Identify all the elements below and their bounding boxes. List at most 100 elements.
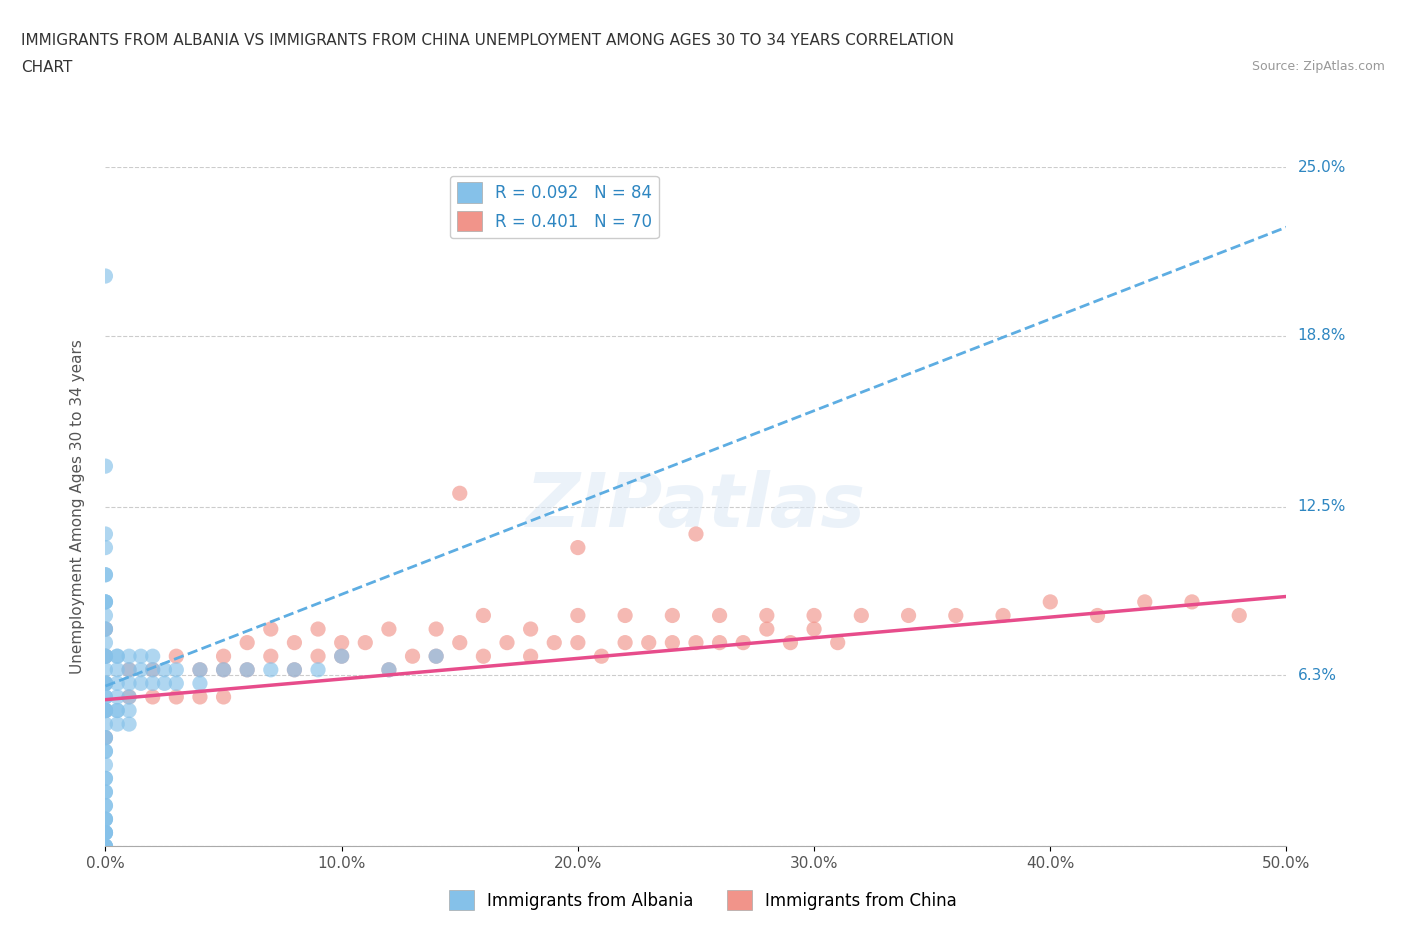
Point [991, 608, 1014, 623]
Point [307, 621, 329, 636]
Point [188, 662, 211, 677]
Point [260, 621, 283, 636]
Point [519, 649, 541, 664]
Point [401, 649, 423, 664]
Point [94, 825, 117, 840]
Point [118, 689, 141, 704]
Point [188, 662, 211, 677]
Point [661, 608, 683, 623]
Point [449, 635, 471, 650]
Point [165, 676, 187, 691]
Point [378, 662, 401, 677]
Point [685, 526, 707, 541]
Point [614, 608, 637, 623]
Point [94, 744, 117, 759]
Point [567, 635, 589, 650]
Point [212, 649, 235, 664]
Point [472, 608, 495, 623]
Point [94, 825, 117, 840]
Point [94, 703, 117, 718]
Point [105, 649, 128, 664]
Point [165, 689, 187, 704]
Point [803, 608, 825, 623]
Point [142, 662, 165, 677]
Point [567, 608, 589, 623]
Point [330, 635, 353, 650]
Point [1087, 608, 1109, 623]
Point [94, 526, 117, 541]
Point [94, 676, 117, 691]
Point [567, 540, 589, 555]
Point [94, 689, 117, 704]
Point [543, 635, 565, 650]
Point [378, 621, 401, 636]
Point [212, 662, 235, 677]
Point [1039, 594, 1062, 609]
Y-axis label: Unemployment Among Ages 30 to 34 years: Unemployment Among Ages 30 to 34 years [70, 339, 84, 674]
Point [142, 662, 165, 677]
Point [94, 812, 117, 827]
Point [803, 621, 825, 636]
Point [94, 458, 117, 473]
Point [118, 717, 141, 732]
Text: 18.8%: 18.8% [1298, 328, 1346, 343]
Point [236, 662, 259, 677]
Point [94, 730, 117, 745]
Text: Source: ZipAtlas.com: Source: ZipAtlas.com [1251, 60, 1385, 73]
Point [472, 649, 495, 664]
Point [425, 649, 447, 664]
Point [94, 649, 117, 664]
Point [354, 635, 377, 650]
Legend: R = 0.092   N = 84, R = 0.401   N = 70: R = 0.092 N = 84, R = 0.401 N = 70 [450, 176, 658, 238]
Point [94, 676, 117, 691]
Point [591, 649, 613, 664]
Legend: Immigrants from Albania, Immigrants from China: Immigrants from Albania, Immigrants from… [443, 884, 963, 917]
Point [129, 676, 152, 691]
Point [105, 676, 128, 691]
Point [129, 662, 152, 677]
Text: 12.5%: 12.5% [1298, 499, 1346, 514]
Point [94, 676, 117, 691]
Point [661, 635, 683, 650]
Point [94, 744, 117, 759]
Point [260, 662, 283, 677]
Point [755, 621, 778, 636]
Point [94, 703, 117, 718]
Point [94, 594, 117, 609]
Point [94, 703, 117, 718]
Point [94, 649, 117, 664]
Point [851, 608, 873, 623]
Point [897, 608, 920, 623]
Point [94, 839, 117, 854]
Point [118, 662, 141, 677]
Point [188, 676, 211, 691]
Point [188, 689, 211, 704]
Point [709, 608, 731, 623]
Point [330, 649, 353, 664]
Point [425, 649, 447, 664]
Point [94, 717, 117, 732]
Point [425, 621, 447, 636]
Point [94, 812, 117, 827]
Point [283, 662, 305, 677]
Point [165, 649, 187, 664]
Point [94, 649, 117, 664]
Point [827, 635, 849, 650]
Point [94, 839, 117, 854]
Point [755, 608, 778, 623]
Point [118, 703, 141, 718]
Point [779, 635, 801, 650]
Point [94, 649, 117, 664]
Point [94, 676, 117, 691]
Point [94, 608, 117, 623]
Point [283, 635, 305, 650]
Point [94, 689, 117, 704]
Point [94, 825, 117, 840]
Point [94, 594, 117, 609]
Point [212, 662, 235, 677]
Point [94, 567, 117, 582]
Point [105, 717, 128, 732]
Point [105, 649, 128, 664]
Point [236, 635, 259, 650]
Point [94, 594, 117, 609]
